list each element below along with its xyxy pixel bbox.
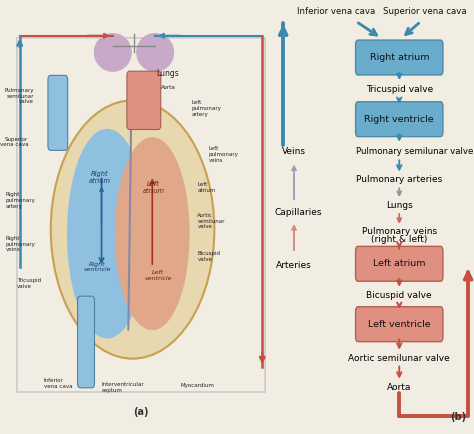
Text: Right atrium: Right atrium — [370, 53, 429, 62]
Text: Right
ventricle: Right ventricle — [83, 262, 111, 273]
Text: Left
ventricle: Left ventricle — [144, 270, 172, 281]
Text: Bicuspid valve: Bicuspid valve — [366, 291, 432, 300]
Text: (a): (a) — [133, 407, 149, 417]
Text: Superior
vena cava: Superior vena cava — [0, 137, 28, 148]
Text: Inferior
vena cava: Inferior vena cava — [44, 378, 73, 389]
Text: Right ventricle: Right ventricle — [365, 115, 434, 124]
Text: Myocardium: Myocardium — [181, 383, 214, 388]
Text: Left
pulmonary
artery: Left pulmonary artery — [192, 100, 222, 117]
Ellipse shape — [51, 100, 214, 358]
FancyBboxPatch shape — [48, 76, 68, 150]
Text: Tricuspid
valve: Tricuspid valve — [17, 278, 41, 289]
Text: Aortic semilunar valve: Aortic semilunar valve — [348, 354, 450, 363]
Text: Left
pulmonary
veins: Left pulmonary veins — [209, 146, 238, 163]
FancyBboxPatch shape — [356, 247, 443, 281]
Text: Veins: Veins — [282, 147, 306, 155]
Text: Left ventricle: Left ventricle — [368, 320, 430, 329]
Text: Tricuspid valve: Tricuspid valve — [365, 85, 433, 94]
Text: Pulmonary veins: Pulmonary veins — [362, 227, 437, 237]
Text: (right & left): (right & left) — [371, 235, 428, 244]
Text: Inferior vena cava: Inferior vena cava — [297, 7, 375, 16]
Text: Aortic
semilunar
valve: Aortic semilunar valve — [197, 213, 225, 230]
Text: (b): (b) — [450, 412, 466, 422]
Text: Capillaries: Capillaries — [274, 208, 322, 217]
Ellipse shape — [137, 34, 173, 71]
Text: Interventricular
septum: Interventricular septum — [101, 382, 144, 393]
Text: Right
pulmonary
artery: Right pulmonary artery — [6, 192, 36, 209]
FancyBboxPatch shape — [356, 102, 443, 137]
Text: Left
atrium: Left atrium — [143, 181, 164, 194]
FancyBboxPatch shape — [127, 71, 161, 129]
Text: Bicuspid
valve: Bicuspid valve — [197, 251, 220, 262]
Text: Right
atrium: Right atrium — [89, 171, 111, 184]
Ellipse shape — [68, 129, 146, 338]
Ellipse shape — [116, 138, 189, 329]
Text: Right
pulmonary
veins: Right pulmonary veins — [6, 236, 36, 253]
Text: Aorta: Aorta — [387, 383, 411, 391]
Text: Pulmonary
semilunar
valve: Pulmonary semilunar valve — [4, 88, 34, 105]
FancyBboxPatch shape — [356, 40, 443, 75]
Text: Pulmonary arteries: Pulmonary arteries — [356, 175, 442, 184]
Text: Superior vena cava: Superior vena cava — [383, 7, 466, 16]
Text: Left
atrium: Left atrium — [197, 182, 216, 193]
Text: Pulmonary semilunar valve: Pulmonary semilunar valve — [356, 147, 474, 155]
Ellipse shape — [94, 34, 131, 71]
FancyBboxPatch shape — [356, 307, 443, 342]
Text: Lungs: Lungs — [386, 201, 413, 210]
Text: Aorta: Aorta — [161, 85, 176, 90]
Text: Arteries: Arteries — [276, 261, 312, 270]
Text: Left atrium: Left atrium — [373, 259, 426, 268]
Text: Lungs: Lungs — [156, 69, 179, 78]
FancyBboxPatch shape — [78, 296, 94, 388]
